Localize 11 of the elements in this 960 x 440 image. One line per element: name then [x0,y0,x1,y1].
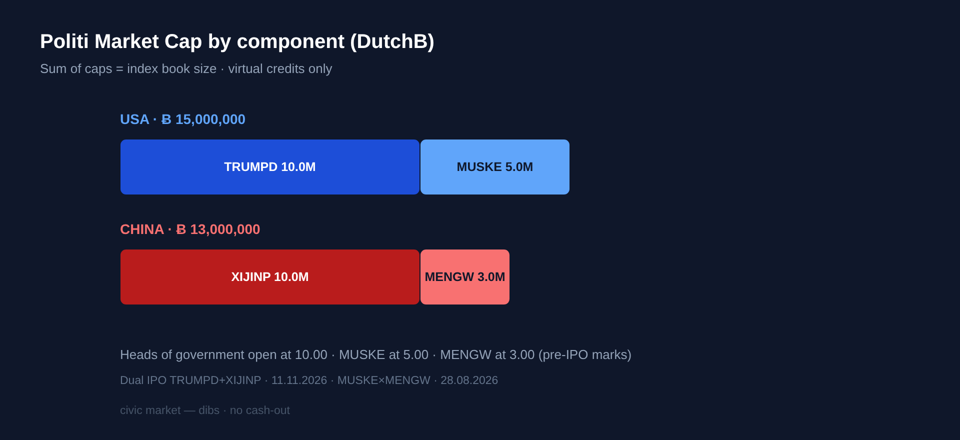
text: Heads of government open at 10.00 · MUSKE at 5.00 · MENGW at 3.00 (pre-IPO marks) [120,347,632,362]
chart-subtitle: Sum of caps = index book size · virtual credits only [40,61,333,76]
text: Dual IPO TRUMPD+XIJINP · 11.11.2026 · MUSKE×MENGW · 28.08.2026 [120,375,498,387]
chart-title: Politi Market Cap by component (DutchB) [40,31,434,53]
y-tick-label: CHINA · Ƀ 13,000,000 [120,221,261,237]
data-label: TRUMPD 10.0M [224,160,316,174]
data-label: MENGW 3.0M [424,270,506,284]
data-label: XIJINP 10.0M [231,270,309,284]
y-tick-label: USA · Ƀ 15,000,000 [120,111,246,127]
data-label: MUSKE 5.0M [456,160,534,174]
text: civic market — dibs · no cash-out [120,405,291,417]
